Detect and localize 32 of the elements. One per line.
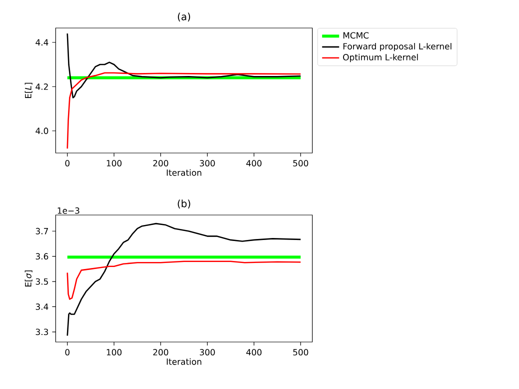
legend-label: Forward proposal L-kernel: [343, 42, 452, 52]
y-tick-label: 4.0: [36, 128, 48, 134]
y-axis-title: E[L]: [24, 82, 32, 98]
y-tick-label: 4.4: [36, 39, 48, 46]
line-series: [66, 72, 302, 150]
chart-title: (a): [178, 12, 190, 22]
line-series: [66, 32, 302, 98]
x-tick-label: 400: [246, 349, 262, 356]
x-tick-label: 100: [106, 349, 122, 356]
x-tick-label: 200: [153, 160, 168, 166]
x-tick-label: 400: [246, 160, 262, 166]
x-axis-title: Iteration: [166, 169, 202, 176]
chart-title: (b): [178, 200, 190, 208]
legend-label: Optimum L-kernel: [343, 54, 418, 62]
x-tick-label: 500: [293, 160, 308, 166]
x-tick-label: 0: [65, 349, 70, 356]
x-tick-label: 300: [200, 160, 215, 166]
x-tick-label: 100: [106, 160, 122, 166]
y-tick-label: 3.6: [36, 253, 48, 260]
text: 1e−3: [58, 207, 80, 214]
y-tick-label: 3.3: [36, 328, 48, 336]
legend-label: MCMC: [343, 32, 369, 39]
y-tick-label: 3.4: [36, 304, 48, 310]
x-tick-label: 300: [200, 349, 215, 356]
x-tick-label: 200: [153, 349, 168, 356]
y-tick-label: 3.7: [36, 228, 48, 234]
x-tick-label: 0: [65, 160, 70, 166]
x-axis-title: Iteration: [166, 358, 202, 365]
y-axis-title: E[σ]: [24, 270, 32, 286]
y-tick-label: 3.5: [36, 278, 48, 285]
y-tick-label: 4.2: [36, 83, 48, 90]
x-tick-label: 500: [293, 349, 308, 356]
